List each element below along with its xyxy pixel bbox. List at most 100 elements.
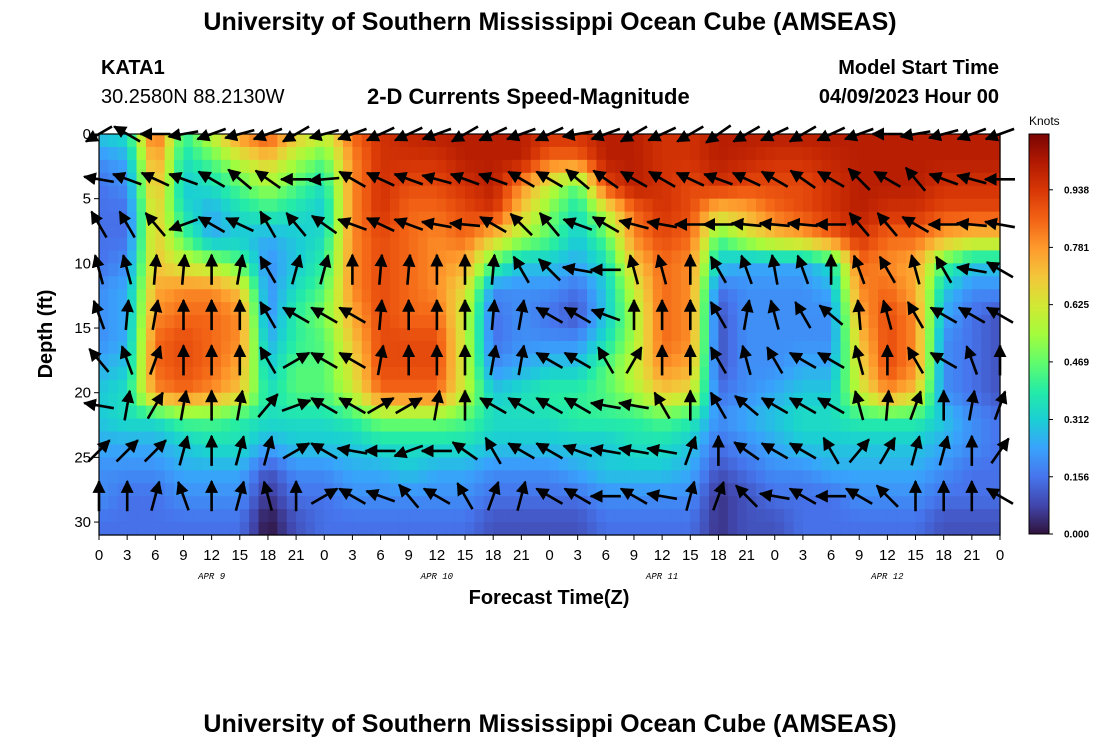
heat-cell <box>324 444 335 458</box>
heat-cell <box>849 237 860 252</box>
heat-cell <box>343 379 354 394</box>
heat-cell <box>671 470 682 484</box>
heat-cell <box>737 289 748 303</box>
heat-cell <box>380 496 391 510</box>
heat-cell <box>568 522 579 536</box>
heat-cell <box>465 392 476 407</box>
heat-cell <box>343 457 354 471</box>
heat-cell <box>971 302 982 316</box>
heat-cell <box>877 353 888 368</box>
heat-cell <box>333 211 344 226</box>
heat-cell <box>802 224 813 239</box>
heat-cell <box>962 509 973 523</box>
heat-cell <box>915 483 926 497</box>
heat-cell <box>483 159 494 174</box>
current-arrow <box>709 346 728 375</box>
heat-cell <box>840 418 851 433</box>
x-tick-label: 9 <box>630 547 638 564</box>
heat-cell <box>924 392 935 407</box>
heat-cell <box>718 198 729 213</box>
heat-cell <box>474 289 485 303</box>
heat-cell <box>296 509 307 523</box>
heat-cell <box>671 211 682 226</box>
heat-cell <box>802 340 813 355</box>
heat-cell <box>859 263 870 277</box>
heat-cell <box>427 418 438 433</box>
heat-cell <box>192 315 203 329</box>
heat-cell <box>615 431 626 446</box>
heat-cell <box>493 328 504 342</box>
heat-cell <box>333 263 344 277</box>
heat-cell <box>990 392 1001 407</box>
heat-cell <box>971 353 982 368</box>
heat-cell <box>155 418 166 433</box>
heat-cell <box>343 224 354 239</box>
heat-cell <box>887 418 898 433</box>
heat-cell <box>549 263 560 277</box>
heat-cell <box>971 444 982 458</box>
heat-cell <box>174 522 185 536</box>
heat-cell <box>408 146 419 161</box>
heat-cell <box>605 134 616 148</box>
heat-cell <box>521 457 532 471</box>
heat-cell <box>230 470 241 484</box>
current-arrow <box>310 442 338 460</box>
heat-cell <box>558 405 569 420</box>
current-arrow <box>535 170 564 188</box>
heat-cell <box>164 237 175 252</box>
heat-cell <box>981 134 992 148</box>
heat-cell <box>408 315 419 329</box>
heat-cell <box>877 134 888 148</box>
heat-cell <box>192 470 203 484</box>
heat-cell <box>465 353 476 368</box>
heat-cell <box>962 250 973 264</box>
heat-cell <box>558 224 569 239</box>
current-arrow <box>758 489 790 503</box>
heat-cell <box>493 315 504 329</box>
heat-cell <box>399 457 410 471</box>
heat-cell <box>643 470 654 484</box>
heat-cell <box>652 198 663 213</box>
heat-cell <box>446 263 457 277</box>
heat-cell <box>643 289 654 303</box>
heat-cell <box>540 405 551 420</box>
heat-cell <box>211 185 222 200</box>
current-arrow <box>197 170 226 188</box>
heat-cell <box>605 172 616 187</box>
heat-cell <box>108 405 119 420</box>
heat-cell <box>652 159 663 174</box>
heat-cell <box>624 224 635 239</box>
colorbar-tick-label: 0.469 <box>1064 357 1089 368</box>
heat-cell <box>784 237 795 252</box>
heat-cell <box>305 263 316 277</box>
heat-cell <box>540 496 551 510</box>
heat-cell <box>333 496 344 510</box>
heat-cell <box>211 198 222 213</box>
heat-cell <box>174 366 185 381</box>
x-tick-label: 12 <box>203 547 220 564</box>
heat-cell <box>793 509 804 523</box>
current-arrow <box>758 217 790 231</box>
heat-cell <box>615 444 626 458</box>
heat-cell <box>915 418 926 433</box>
heat-cell <box>953 315 964 329</box>
heat-cell <box>587 315 598 329</box>
heat-cell <box>943 509 954 523</box>
heat-cell <box>784 198 795 213</box>
heat-cell <box>859 496 870 510</box>
heat-cell <box>305 340 316 355</box>
heat-cell <box>352 522 363 536</box>
heat-cell <box>511 340 522 355</box>
heat-cell <box>202 353 213 368</box>
heat-cell <box>934 496 945 510</box>
heat-cell <box>408 224 419 239</box>
heat-cell <box>821 198 832 213</box>
heat-cell <box>727 250 738 264</box>
heat-cell <box>962 237 973 252</box>
heat-cell <box>652 185 663 200</box>
heat-cell <box>343 509 354 523</box>
heat-cell <box>831 172 842 187</box>
heat-cell <box>305 366 316 381</box>
heat-cell <box>127 418 138 433</box>
heat-cell <box>521 470 532 484</box>
